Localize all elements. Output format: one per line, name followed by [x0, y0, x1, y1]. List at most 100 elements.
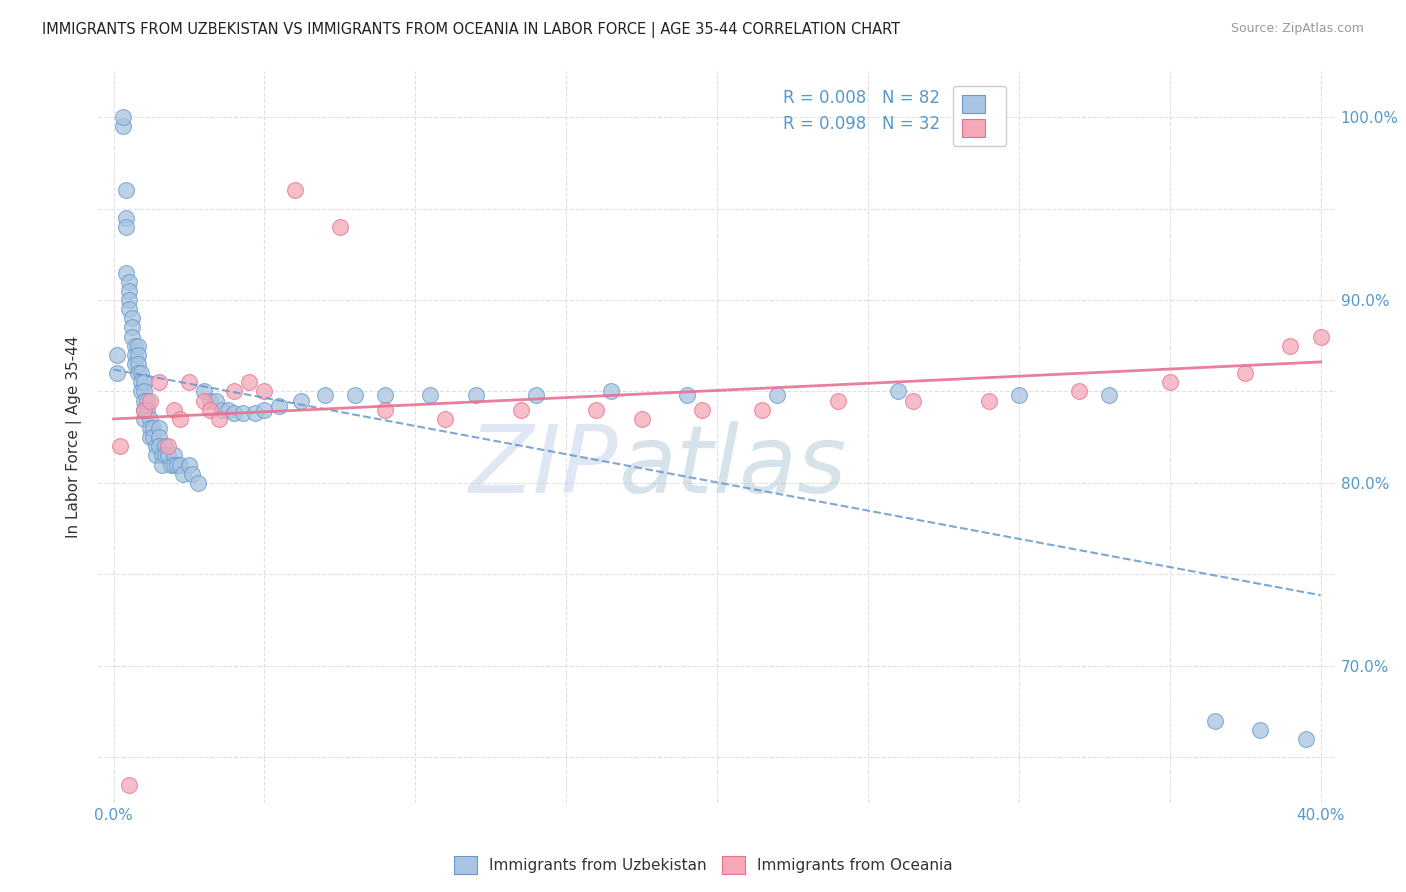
Point [114, 265, 136, 279]
Point [434, 411, 457, 425]
Point [127, 357, 149, 371]
Point [253, 402, 276, 417]
Point [138, 393, 160, 408]
Point [153, 448, 176, 462]
Point [127, 348, 149, 362]
Point [193, 384, 215, 399]
Point [153, 439, 176, 453]
Point [150, 458, 173, 472]
Point [676, 388, 699, 402]
Text: R = 0.008   N = 82: R = 0.008 N = 82 [783, 89, 939, 107]
Point [117, 777, 139, 791]
Point [142, 421, 165, 435]
Point [129, 375, 152, 389]
Point [977, 393, 1000, 408]
Point [132, 375, 155, 389]
Point [129, 384, 152, 399]
Legend: , : , [953, 87, 1007, 146]
Point [117, 301, 139, 316]
Point [105, 348, 128, 362]
Point [198, 402, 221, 417]
Point [145, 448, 167, 462]
Point [198, 393, 221, 408]
Point [1249, 723, 1271, 737]
Point [166, 458, 188, 472]
Point [172, 467, 194, 481]
Point [148, 430, 170, 444]
Point [1098, 388, 1121, 402]
Legend: Immigrants from Uzbekistan, Immigrants from Oceania: Immigrants from Uzbekistan, Immigrants f… [447, 850, 959, 880]
Point [148, 375, 170, 389]
Point [177, 458, 200, 472]
Point [887, 384, 910, 399]
Point [129, 366, 152, 380]
Text: IMMIGRANTS FROM UZBEKISTAN VS IMMIGRANTS FROM OCEANIA IN LABOR FORCE | AGE 35-44: IMMIGRANTS FROM UZBEKISTAN VS IMMIGRANTS… [42, 22, 900, 38]
Point [114, 183, 136, 197]
Point [314, 388, 336, 402]
Point [224, 406, 246, 420]
Point [751, 402, 773, 417]
Point [111, 119, 134, 133]
Point [163, 448, 186, 462]
Point [232, 406, 254, 420]
Point [269, 399, 291, 413]
Point [132, 402, 155, 417]
Point [1234, 366, 1257, 380]
Point [1295, 731, 1317, 746]
Point [150, 448, 173, 462]
Text: R = 0.098   N = 32: R = 0.098 N = 32 [783, 115, 939, 133]
Point [217, 402, 239, 417]
Point [1204, 714, 1226, 728]
Point [132, 402, 155, 417]
Point [329, 219, 352, 234]
Point [169, 411, 191, 425]
Point [224, 384, 246, 399]
Point [148, 421, 170, 435]
Text: atlas: atlas [619, 421, 846, 512]
Point [121, 311, 143, 326]
Point [138, 411, 160, 425]
Point [630, 411, 652, 425]
Point [419, 388, 441, 402]
Point [238, 375, 260, 389]
Point [121, 320, 143, 334]
Point [524, 388, 547, 402]
Point [766, 388, 789, 402]
Point [187, 475, 209, 490]
Point [132, 411, 155, 425]
Point [509, 402, 531, 417]
Point [127, 366, 149, 380]
Point [156, 439, 179, 453]
Point [374, 388, 396, 402]
Point [193, 393, 215, 408]
Point [690, 402, 713, 417]
Point [148, 439, 170, 453]
Point [1309, 329, 1331, 343]
Point [903, 393, 925, 408]
Point [108, 439, 131, 453]
Point [827, 393, 849, 408]
Point [105, 366, 128, 380]
Point [135, 402, 157, 417]
Point [464, 388, 486, 402]
Point [138, 430, 160, 444]
Point [163, 458, 186, 472]
Point [124, 348, 146, 362]
Point [117, 275, 139, 289]
Point [156, 448, 179, 462]
Point [114, 211, 136, 225]
Point [1008, 388, 1031, 402]
Point [169, 458, 191, 472]
Point [211, 402, 233, 417]
Text: ZIP: ZIP [468, 421, 619, 512]
Point [111, 110, 134, 124]
Point [114, 219, 136, 234]
Point [284, 183, 307, 197]
Point [163, 402, 186, 417]
Point [117, 293, 139, 307]
Point [245, 406, 267, 420]
Point [127, 338, 149, 352]
Point [121, 329, 143, 343]
Point [600, 384, 623, 399]
Point [132, 393, 155, 408]
